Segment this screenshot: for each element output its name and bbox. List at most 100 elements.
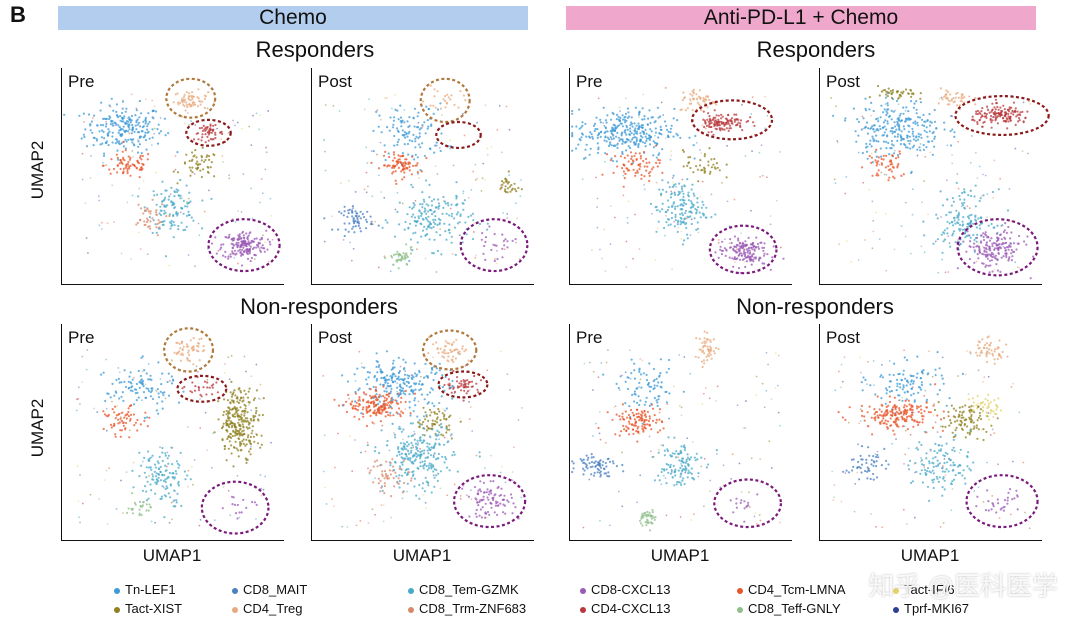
cell-point (181, 348, 184, 351)
cell-point (652, 154, 655, 157)
cell-point (488, 225, 491, 228)
cell-point (157, 123, 160, 126)
cell-point (331, 228, 334, 231)
cell-point (145, 396, 148, 399)
cell-point (899, 143, 902, 146)
cell-point (417, 111, 420, 114)
cell-point (887, 141, 890, 145)
cell-point (620, 134, 623, 137)
cell-point (680, 187, 684, 190)
cell-point (604, 270, 607, 272)
cell-point (85, 145, 89, 148)
cell-point (427, 204, 430, 207)
cell-point (904, 201, 907, 204)
cell-point (427, 220, 430, 223)
cell-point (234, 253, 237, 256)
cell-point (138, 508, 141, 511)
cell-point (151, 231, 154, 235)
cell-point (180, 340, 184, 343)
cell-point (625, 126, 629, 129)
cell-point (992, 255, 995, 258)
cell-point (641, 136, 644, 139)
cell-point (441, 412, 444, 415)
cell-point (162, 394, 165, 397)
cell-point (1009, 119, 1012, 122)
cell-point (185, 101, 188, 104)
cell-point (418, 143, 421, 146)
cell-point (425, 429, 428, 432)
cell-point (596, 142, 599, 145)
cell-point (737, 121, 740, 124)
cell-point (399, 104, 402, 107)
cell-point (382, 403, 385, 406)
cell-point (684, 212, 687, 215)
cell-point (949, 130, 952, 133)
cell-point (443, 417, 446, 420)
cell-point (449, 98, 452, 101)
cell-point (752, 258, 755, 261)
cell-point (382, 408, 386, 411)
cell-point (198, 338, 201, 341)
cell-point (371, 421, 374, 424)
cell-point (367, 467, 369, 470)
cluster-cd8-tem-gzmk (131, 446, 192, 519)
cell-point (670, 124, 673, 127)
cell-point (400, 378, 403, 381)
cell-point (358, 396, 361, 399)
cell-point (506, 373, 509, 376)
cell-point (976, 253, 979, 256)
cell-point (693, 217, 696, 220)
cell-point (103, 117, 106, 120)
cell-point (1004, 222, 1007, 225)
cell-point (900, 130, 903, 133)
cell-point (508, 185, 511, 188)
highlight-ellipse (954, 94, 1050, 137)
cell-point (643, 175, 646, 178)
cell-point (713, 109, 716, 112)
cell-point (168, 521, 171, 524)
cell-point (963, 96, 966, 99)
cell-point (120, 111, 124, 115)
cell-point (460, 380, 463, 383)
cell-point (155, 171, 157, 174)
cell-point (130, 386, 133, 389)
cell-point (649, 128, 652, 131)
cell-point (650, 116, 653, 119)
cell-point (695, 228, 698, 231)
cell-point (259, 474, 262, 476)
cell-point (1014, 147, 1017, 150)
cell-point (158, 212, 161, 215)
cell-point (634, 106, 637, 109)
cell-point (454, 253, 457, 256)
cell-point (431, 422, 434, 425)
cell-point (978, 199, 981, 203)
cell-point (665, 214, 667, 217)
cell-point (140, 513, 143, 516)
cell-point (356, 216, 359, 219)
cell-point (679, 191, 682, 194)
cell-point (163, 212, 166, 215)
cell-point (236, 503, 239, 507)
cell-point (105, 407, 108, 410)
cell-point (1005, 231, 1008, 234)
cell-point (430, 204, 434, 207)
cell-point (129, 389, 132, 392)
cell-point (948, 222, 951, 225)
cell-point (391, 362, 395, 365)
cell-point (995, 102, 998, 105)
cell-point (614, 124, 617, 127)
cell-point (394, 375, 397, 378)
cell-point (868, 189, 871, 191)
cell-point (138, 176, 141, 179)
cell-point (230, 452, 233, 455)
cell-point (422, 218, 425, 221)
cell-point (719, 245, 722, 248)
cell-point (175, 472, 178, 475)
cell-point (154, 223, 157, 226)
cell-point (201, 100, 204, 103)
cell-point (403, 373, 407, 376)
cell-point (952, 224, 955, 227)
cell-point (692, 192, 695, 195)
cell-point (639, 162, 642, 166)
cell-point (182, 229, 185, 232)
